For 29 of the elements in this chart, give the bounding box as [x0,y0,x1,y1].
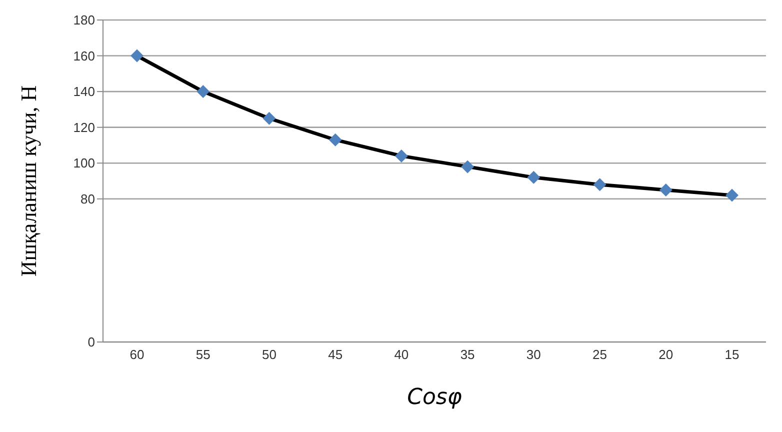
point [196,85,210,98]
point [527,170,540,184]
y-tick-label: 180 [73,12,95,28]
x-tick-label: 40 [394,347,409,362]
x-tick-label: 60 [130,347,144,362]
point [726,188,738,202]
point [593,178,606,192]
x-tick-label: 55 [196,347,210,362]
x-tick-label: 45 [328,347,343,362]
point [461,160,474,174]
point [659,183,672,196]
x-tick-label: 20 [658,347,674,362]
x-tick-label: 35 [460,347,475,362]
y-tick-label: 140 [73,84,95,100]
y-axis-title: Ишқаланиш кучи, Н [16,85,41,277]
y-tick-label: 100 [73,156,95,171]
x-axis-title: Cosφ [407,385,462,410]
y-tick-label: 80 [80,192,95,207]
point [262,112,276,125]
point [328,133,342,146]
x-tick-label: 25 [592,347,608,362]
y-tick-label: 120 [73,120,95,135]
x-tick-label: 15 [724,347,740,362]
point [394,149,408,162]
x-tick-label: 50 [262,347,276,362]
y-tick-label: 0 [88,334,95,350]
x-tick-label: 30 [526,347,541,362]
y-tick-label: 160 [73,48,95,64]
point [130,49,144,62]
